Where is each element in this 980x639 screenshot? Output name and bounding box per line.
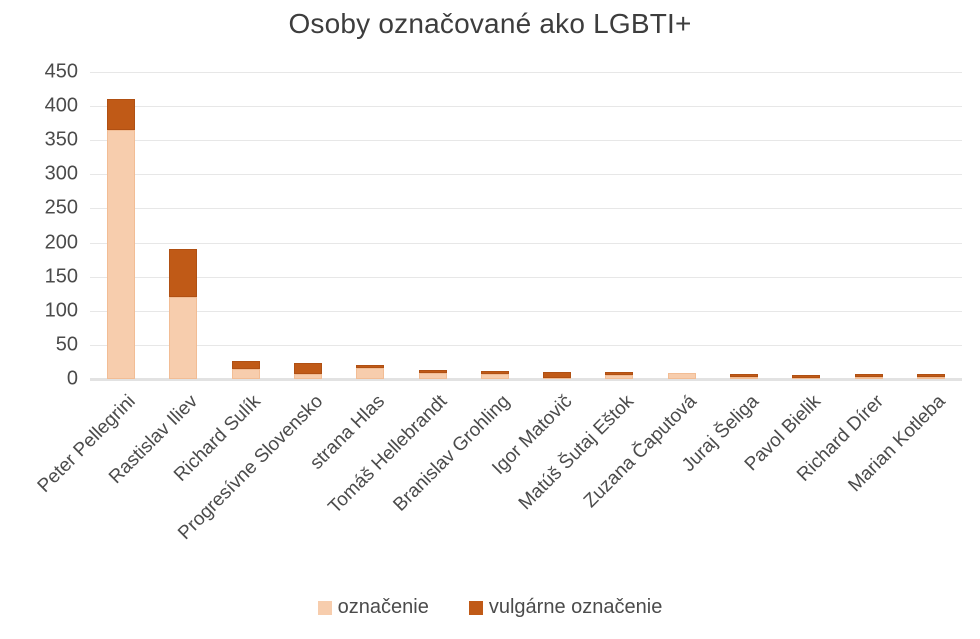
bar-segment-oznacenie: [730, 376, 758, 379]
legend-swatch-icon: [468, 600, 483, 615]
plot-area: [90, 72, 962, 381]
x-category-label: Tomáš Hellebrandt: [324, 391, 452, 518]
y-tick-label: 50: [55, 333, 78, 356]
bar-segment-oznacenie: [605, 374, 634, 379]
bar-segment-oznacenie: [854, 376, 883, 379]
legend-item-oznacenie: označenie: [317, 596, 429, 619]
y-tick-label: 0: [66, 367, 78, 390]
bar-segment-vulgarne-oznacenie: [543, 371, 572, 379]
bar-segment-vulgarne-oznacenie: [605, 372, 634, 375]
legend-item-vulgarne-oznacenie: vulgárne označenie: [468, 596, 663, 619]
gridline: [90, 174, 962, 176]
bar-segment-vulgarne-oznacenie: [916, 374, 945, 377]
x-category-label: Matúš Šutaj Eštok: [515, 391, 639, 515]
bar-progres-vne-slovensko: [294, 363, 322, 379]
bar-segment-oznacenie: [294, 373, 322, 379]
gridline: [90, 310, 962, 312]
y-tick-label: 300: [44, 162, 78, 185]
chart-title: Osoby označované ako LGBTI+: [288, 8, 692, 39]
bar-branislav-grohling: [480, 370, 509, 379]
y-tick-label: 450: [44, 60, 78, 83]
y-tick-label: 350: [44, 128, 78, 151]
bar-segment-oznacenie: [107, 130, 136, 379]
bar-segment-oznacenie: [169, 297, 198, 379]
bar-segment-vulgarne-oznacenie: [418, 370, 447, 373]
bar-segment-oznacenie: [231, 369, 260, 379]
y-tick-label: 150: [44, 265, 78, 288]
bar-segment-vulgarne-oznacenie: [294, 363, 322, 374]
y-tick-label: 400: [44, 94, 78, 117]
bar-segment-oznacenie: [667, 372, 696, 379]
legend-label: vulgárne označenie: [488, 596, 663, 618]
bar-rastislav-iliev: [169, 249, 198, 379]
x-axis-baseline: [90, 378, 962, 381]
bar-segment-vulgarne-oznacenie: [169, 249, 198, 298]
x-category-label: Zuzana Čaputová: [579, 391, 701, 512]
bar-segment-vulgarne-oznacenie: [231, 360, 260, 370]
gridline: [90, 344, 962, 346]
gridline: [90, 140, 962, 142]
bar-peter-pellegrini: [107, 99, 136, 379]
bar-zuzana-aputov-: [667, 372, 696, 379]
gridline: [90, 208, 962, 210]
y-axis: 0 50 100 150 200 250 300 350 400 450: [0, 61, 78, 390]
gridline: [90, 242, 962, 244]
bar-segment-vulgarne-oznacenie: [730, 373, 758, 377]
bar-segment-oznacenie: [418, 372, 447, 379]
bar-segment-oznacenie: [356, 368, 385, 379]
bar-mat-utaj-e-tok: [605, 372, 634, 379]
y-tick-label: 100: [44, 299, 78, 322]
legend: označenie vulgárne označenie: [0, 596, 980, 619]
bar-strana-hlas: [356, 365, 385, 379]
bar-segment-vulgarne-oznacenie: [854, 374, 883, 377]
bar-richard-d-rer: [854, 374, 883, 379]
bar-juraj-eliga: [730, 373, 758, 379]
bar-richard-sul-k: [231, 360, 260, 379]
legend-swatch-icon: [317, 600, 332, 615]
bar-marian-kotleba: [916, 374, 945, 379]
legend-label: označenie: [337, 596, 429, 618]
gridline: [90, 106, 962, 108]
y-tick-label: 250: [44, 196, 78, 219]
bar-segment-oznacenie: [916, 376, 945, 379]
bar-segment-vulgarne-oznacenie: [792, 374, 821, 379]
gridline: [90, 276, 962, 278]
x-axis-labels: Peter Pellegrini Rastislav Iliev Richard S…: [34, 385, 962, 565]
bar-igor-matovi-: [543, 371, 572, 379]
bar-segment-oznacenie: [480, 373, 509, 379]
bar-pavol-bielik: [792, 374, 821, 379]
bar-segment-vulgarne-oznacenie: [107, 99, 136, 130]
gridline: [90, 72, 962, 73]
y-tick-label: 200: [44, 231, 78, 254]
bar-segment-vulgarne-oznacenie: [480, 370, 509, 374]
x-category-label: Branislav Grohling: [389, 391, 514, 516]
bar-tom-hellebrandt: [418, 370, 447, 379]
bar-segment-vulgarne-oznacenie: [356, 365, 385, 369]
